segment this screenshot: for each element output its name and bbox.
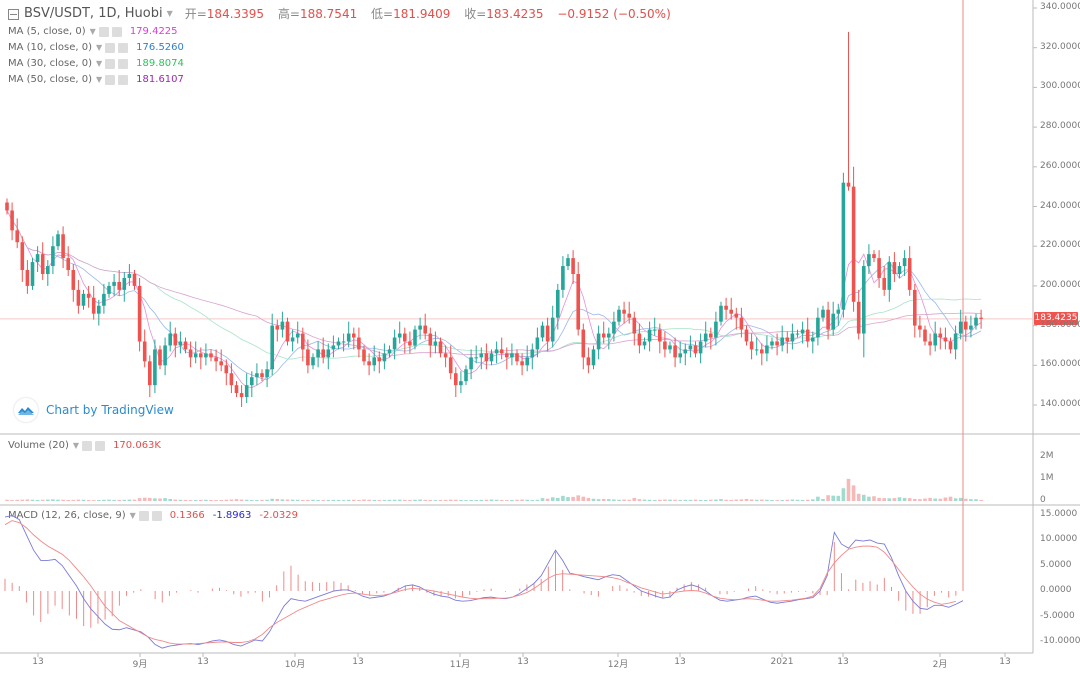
time-tick: 9月 (132, 660, 148, 670)
time-tick: 2021 (770, 657, 794, 667)
open-value: 184.3395 (206, 7, 265, 21)
tradingview-logo-icon (14, 398, 38, 422)
close-icon[interactable] (118, 43, 129, 53)
chevron-down-icon[interactable]: ▼ (96, 43, 103, 52)
time-tick: 11月 (449, 660, 471, 670)
volume-tick: 1M (1040, 473, 1054, 483)
price-tick: 280.0000 (1040, 121, 1080, 132)
ma-legend-row: MA (5, close, 0) ▼ 179.4225 (8, 24, 681, 40)
macd-tick: -5.0000 (1040, 610, 1075, 621)
macd-hist-value: 0.1366 (169, 510, 205, 521)
macd-tick: 0.0000 (1040, 585, 1072, 595)
ma-label[interactable]: MA (50, close, 0) (8, 74, 93, 85)
ma-legend-row: MA (10, close, 0) ▼ 176.5260 (8, 40, 681, 56)
ma-value: 176.5260 (136, 42, 184, 53)
ma-value: 181.6107 (136, 74, 184, 85)
close-value: 183.4235 (486, 7, 544, 21)
close-icon[interactable] (111, 27, 122, 37)
time-tick: 2月 (932, 660, 948, 670)
tradingview-watermark[interactable]: Chart by TradingView (14, 398, 174, 422)
ma-label[interactable]: MA (10, close, 0) (8, 42, 93, 53)
settings-icon[interactable] (82, 441, 93, 451)
macd-tick: 5.0000 (1040, 559, 1072, 570)
last-price-badge: 183.4235 (1034, 312, 1078, 325)
change-value: −0.9152 (−0.50%) (557, 7, 671, 21)
macd-tick: 15.0000 (1040, 508, 1078, 519)
volume-value: 170.063K (113, 440, 161, 451)
collapse-icon[interactable] (8, 8, 19, 20)
macd-legend: MACD (12, 26, close, 9) ▼ 0.1366 -1.8963… (8, 508, 298, 524)
ma-label[interactable]: MA (5, close, 0) (8, 26, 86, 37)
ohlc-values: 开=184.3395 高=188.7541 低=181.9409 收=183.4… (185, 6, 681, 22)
time-tick: 13 (837, 657, 849, 667)
close-icon[interactable] (118, 59, 129, 69)
close-icon[interactable] (118, 75, 129, 85)
high-value: 188.7541 (299, 7, 358, 21)
close-icon[interactable] (151, 511, 162, 521)
price-tick: 340.0000 (1040, 2, 1080, 12)
settings-icon[interactable] (105, 43, 116, 53)
time-tick: 13 (352, 657, 364, 667)
low-label: 低= (371, 7, 394, 21)
ma-label[interactable]: MA (30, close, 0) (8, 58, 93, 69)
high-label: 高= (277, 7, 300, 21)
chevron-down-icon[interactable]: ▼ (166, 9, 173, 18)
chevron-down-icon[interactable]: ▼ (89, 27, 96, 36)
time-tick: 12月 (607, 660, 629, 670)
watermark-text: Chart by TradingView (46, 403, 174, 417)
ma-value: 189.8074 (136, 58, 184, 69)
price-tick: 220.0000 (1040, 240, 1080, 251)
price-tick: 240.0000 (1040, 200, 1080, 211)
chevron-down-icon[interactable]: ▼ (96, 59, 103, 68)
macd-tick: -10.0000 (1040, 636, 1080, 646)
price-tick: 140.0000 (1040, 399, 1080, 409)
chevron-down-icon[interactable]: ▼ (96, 75, 103, 84)
chevron-down-icon[interactable]: ▼ (129, 511, 136, 520)
volume-legend: Volume (20) ▼ 170.063K (8, 438, 161, 454)
time-tick: 13 (999, 657, 1011, 667)
time-tick: 13 (674, 657, 686, 667)
price-tick: 320.0000 (1040, 41, 1080, 52)
time-tick: 10月 (284, 660, 306, 670)
price-tick: 200.0000 (1040, 279, 1080, 290)
settings-icon[interactable] (138, 511, 149, 521)
price-tick: 180.0000 (1040, 319, 1080, 330)
price-tick: 300.0000 (1040, 81, 1080, 92)
close-label: 收= (464, 7, 487, 21)
chevron-down-icon[interactable]: ▼ (72, 441, 80, 450)
macd-tick: 10.0000 (1040, 534, 1078, 544)
open-label: 开= (184, 7, 207, 21)
macd-label[interactable]: MACD (12, 26, close, 9) (8, 510, 126, 521)
price-tick: 160.0000 (1040, 359, 1080, 370)
ma-legend-row: MA (30, close, 0) ▼ 189.8074 (8, 56, 681, 72)
time-tick: 13 (197, 657, 209, 667)
price-legend: BSV/USDT, 1D, Huobi ▼ 开=184.3395 高=188.7… (8, 4, 681, 88)
macd-signal-value: -2.0329 (259, 510, 298, 521)
ma-legend-row: MA (50, close, 0) ▼ 181.6107 (8, 72, 681, 88)
low-value: 181.9409 (393, 7, 451, 21)
volume-label[interactable]: Volume (20) (8, 440, 69, 451)
ma-value: 179.4225 (129, 26, 178, 37)
time-tick: 13 (32, 657, 44, 667)
time-tick: 13 (517, 657, 529, 667)
settings-icon[interactable] (105, 75, 116, 85)
volume-tick: 0 (1040, 495, 1046, 505)
price-tick: 260.0000 (1040, 160, 1080, 171)
settings-icon[interactable] (98, 27, 109, 37)
settings-icon[interactable] (105, 59, 116, 69)
close-icon[interactable] (95, 441, 106, 451)
macd-line-value: -1.8963 (212, 510, 252, 521)
volume-tick: 2M (1040, 451, 1054, 461)
symbol-title[interactable]: BSV/USDT, 1D, Huobi (24, 6, 163, 21)
